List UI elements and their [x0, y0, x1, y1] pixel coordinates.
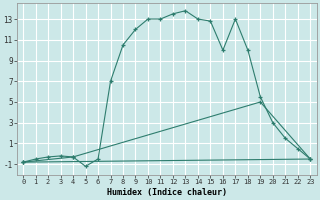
X-axis label: Humidex (Indice chaleur): Humidex (Indice chaleur) — [107, 188, 227, 197]
